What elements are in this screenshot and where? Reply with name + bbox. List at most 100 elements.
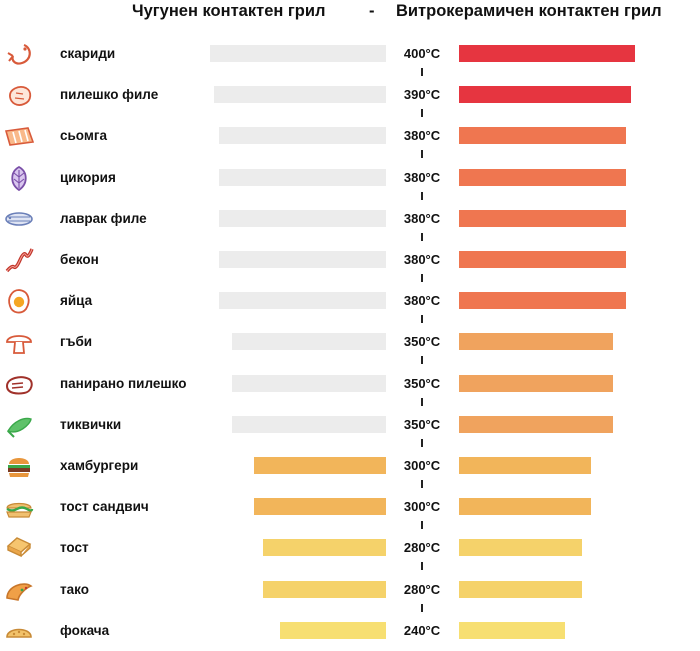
temperature-label: 400°C: [403, 46, 441, 61]
food-label: яйца: [60, 293, 93, 309]
steak-icon: [4, 370, 34, 398]
chart-row: тако 280°C: [0, 570, 700, 612]
axis-separator: [421, 480, 423, 488]
vitroceramic-bar: [459, 580, 583, 598]
temperature-label: 300°C: [403, 499, 441, 515]
food-label: фокача: [60, 622, 110, 638]
axis-separator: [421, 274, 423, 282]
sandwich-icon: [4, 493, 34, 521]
shrimp-icon: [4, 40, 34, 68]
chart-row: тиквички 350°C: [0, 405, 700, 447]
axis-separator: [421, 150, 423, 159]
food-label: гъби: [60, 334, 93, 350]
vitroceramic-bar: [459, 333, 613, 351]
cast-iron-bar: [214, 86, 386, 104]
chart-row: фокача 240°C: [0, 611, 700, 651]
temperature-label: 350°C: [403, 375, 441, 391]
food-label: цикория: [60, 169, 116, 185]
vitroceramic-bar: [459, 539, 583, 557]
cast-iron-bar: [262, 539, 386, 557]
chicken-fillet-icon: [4, 81, 34, 109]
temperature-label: 390°C: [403, 87, 441, 103]
cast-iron-bar: [254, 498, 386, 516]
axis-separator: [421, 397, 423, 406]
cast-iron-bar: [218, 292, 386, 310]
vitroceramic-bar: [459, 45, 635, 62]
axis-separator: [421, 603, 423, 612]
burger-icon: [4, 452, 34, 480]
fish-icon: [4, 205, 34, 233]
food-label: тиквички: [60, 416, 122, 432]
salmon-icon: [4, 122, 35, 150]
mushroom-icon: [4, 328, 34, 356]
vitroceramic-bar: [459, 498, 591, 516]
temperature-label: 380°C: [403, 169, 441, 185]
chart-row: бекон 380°C: [0, 240, 700, 282]
cast-iron-bar: [262, 580, 386, 598]
cast-iron-bar: [218, 209, 386, 227]
chart-row: пилешко филе 390°C: [0, 75, 700, 118]
food-label: тако: [60, 581, 89, 597]
temperature-label: 350°C: [403, 334, 441, 350]
food-label: хамбургери: [60, 458, 139, 473]
chart-row: сьомга 380°C: [0, 116, 700, 159]
cast-iron-bar: [218, 168, 386, 186]
temperature-label: 300°C: [403, 458, 441, 473]
vitroceramic-bar: [459, 621, 565, 639]
chart-row: тост сандвич 300°C: [0, 487, 700, 530]
cast-iron-grill-title: Чугунен контактен грил: [132, 2, 326, 20]
chart-row: гъби 350°C: [0, 322, 700, 365]
cast-iron-bar: [232, 415, 386, 433]
temperature-label: 280°C: [403, 581, 441, 597]
cast-iron-bar: [218, 251, 386, 268]
temperature-label: 380°C: [403, 128, 441, 144]
vitroceramic-bar: [459, 251, 627, 268]
title-separator: -: [369, 2, 375, 20]
axis-separator: [421, 232, 423, 241]
food-label: тост: [60, 540, 89, 556]
axis-separator: [421, 356, 423, 365]
cast-iron-bar: [232, 333, 386, 351]
vitroceramic-bar: [459, 374, 613, 392]
axis-separator: [421, 191, 423, 200]
temperature-label: 380°C: [403, 293, 441, 309]
toast-icon: [4, 534, 34, 562]
cast-iron-bar: [280, 621, 386, 639]
chart-row: цикория 380°C: [0, 158, 700, 200]
food-label: пилешко филе: [60, 87, 159, 103]
cast-iron-bar: [232, 374, 386, 392]
chart-row: хамбургери 300°C: [0, 446, 700, 488]
food-label: панирано пилешко: [60, 375, 187, 391]
vitroceramic-bar: [459, 86, 631, 104]
egg-icon: [4, 287, 34, 315]
chart-row: тост 280°C: [0, 528, 700, 571]
chart-row: яйца 380°C: [0, 281, 700, 324]
food-label: тост сандвич: [60, 499, 149, 515]
temperature-label: 240°C: [403, 622, 441, 638]
temperature-label: 380°C: [403, 252, 441, 267]
vitroceramic-bar: [459, 168, 627, 186]
temperature-label: 380°C: [403, 210, 441, 226]
food-label: лаврак филе: [60, 210, 147, 226]
axis-separator: [421, 521, 423, 530]
food-label: бекон: [60, 252, 99, 267]
temperature-label: 350°C: [403, 416, 441, 432]
vitroceramic-bar: [459, 127, 627, 145]
cast-iron-bar: [218, 127, 386, 145]
taco-icon: [4, 576, 34, 604]
zucchini-icon: [4, 411, 34, 439]
vitroceramic-bar: [459, 292, 627, 310]
axis-separator: [421, 315, 423, 324]
focaccia-icon: [4, 617, 34, 645]
food-label: скариди: [60, 46, 116, 61]
vitroceramic-bar: [459, 415, 613, 433]
axis-separator: [421, 438, 423, 447]
cast-iron-bar: [210, 45, 386, 62]
food-label: сьомга: [60, 128, 107, 144]
chart-row: скариди 400°C: [0, 34, 700, 76]
axis-separator: [421, 562, 423, 571]
vitroceramic-bar: [459, 209, 627, 227]
cast-iron-bar: [254, 457, 386, 474]
chart-row: панирано пилешко 350°C: [0, 364, 700, 406]
